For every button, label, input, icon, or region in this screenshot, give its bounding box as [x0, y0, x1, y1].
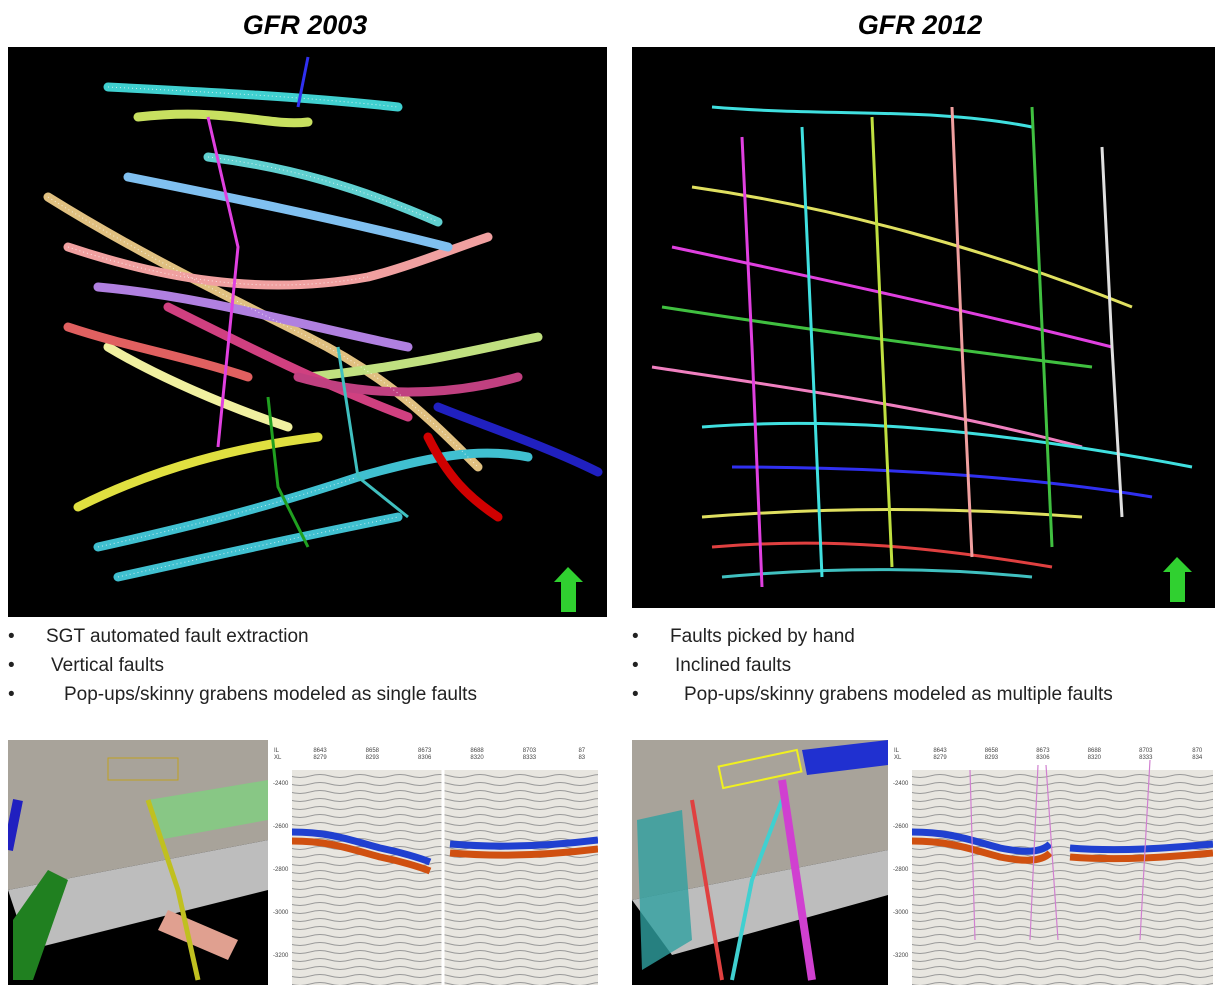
title: GFR 2003: [5, 10, 605, 41]
inline-label: 8643: [933, 748, 947, 754]
depth-label: -3000: [893, 910, 909, 916]
view-3d-2003: [8, 740, 268, 985]
crossline-label: 834: [1192, 755, 1203, 761]
title: GFR 2012: [620, 10, 1215, 41]
crossline-label: 8279: [313, 755, 327, 761]
depth-label: -3200: [273, 953, 289, 959]
depth-label: -2600: [893, 824, 909, 830]
bullet: Pop-ups/skinny grabens modeled as single…: [8, 680, 608, 709]
inline-label: 8643: [313, 748, 327, 754]
bullet: SGT automated fault extraction: [8, 622, 608, 651]
bullet: Pop-ups/skinny grabens modeled as multip…: [632, 680, 1210, 709]
crossline-label: 8333: [523, 755, 537, 761]
crossline-label: 8293: [985, 755, 999, 761]
bullet: Inclined faults: [632, 651, 1210, 680]
crossline-label: 83: [578, 755, 585, 761]
depth-label: -2400: [893, 781, 909, 787]
depth-label: -2800: [273, 867, 289, 873]
crossline-label: 8320: [1088, 755, 1102, 761]
crossline-label: 8306: [418, 755, 432, 761]
bullet: Faults picked by hand: [632, 622, 1210, 651]
inline-label: 870: [1192, 748, 1203, 754]
depth-label: -3000: [273, 910, 289, 916]
depth-label: -2800: [893, 867, 909, 873]
bullets-2003: SGT automated fault extraction Vertical …: [8, 622, 608, 709]
crossline-label: 8279: [933, 755, 947, 761]
inline-label: 8688: [470, 748, 484, 754]
bullet: Vertical faults: [8, 651, 608, 680]
depth-label: -3200: [893, 953, 909, 959]
xl-label: XL: [894, 755, 902, 761]
inline-label: 8703: [523, 748, 537, 754]
xl-label: XL: [274, 755, 282, 761]
view-3d-2012: [632, 740, 888, 985]
depth-label: -2600: [273, 824, 289, 830]
page: GFR 2003 GFR 2012 SGT automated fault ex…: [0, 0, 1215, 995]
crossline-label: 8320: [470, 755, 484, 761]
crossline-label: 8306: [1036, 755, 1050, 761]
il-label: IL: [894, 748, 900, 754]
crossline-label: 8333: [1139, 755, 1153, 761]
depth-label: -2400: [273, 781, 289, 787]
inline-label: 8658: [985, 748, 999, 754]
inline-label: 8673: [418, 748, 432, 754]
bullets-2012: Faults picked by hand Inclined faults Po…: [632, 622, 1210, 709]
inline-label: 8658: [366, 748, 380, 754]
inline-label: 8688: [1088, 748, 1102, 754]
inline-label: 8703: [1139, 748, 1153, 754]
fault-view-2003: [8, 47, 607, 617]
inline-label: 8673: [1036, 748, 1050, 754]
il-label: IL: [274, 748, 280, 754]
fault-view-2012: [632, 47, 1215, 608]
crossline-label: 8293: [366, 755, 380, 761]
inline-label: 87: [578, 748, 585, 754]
